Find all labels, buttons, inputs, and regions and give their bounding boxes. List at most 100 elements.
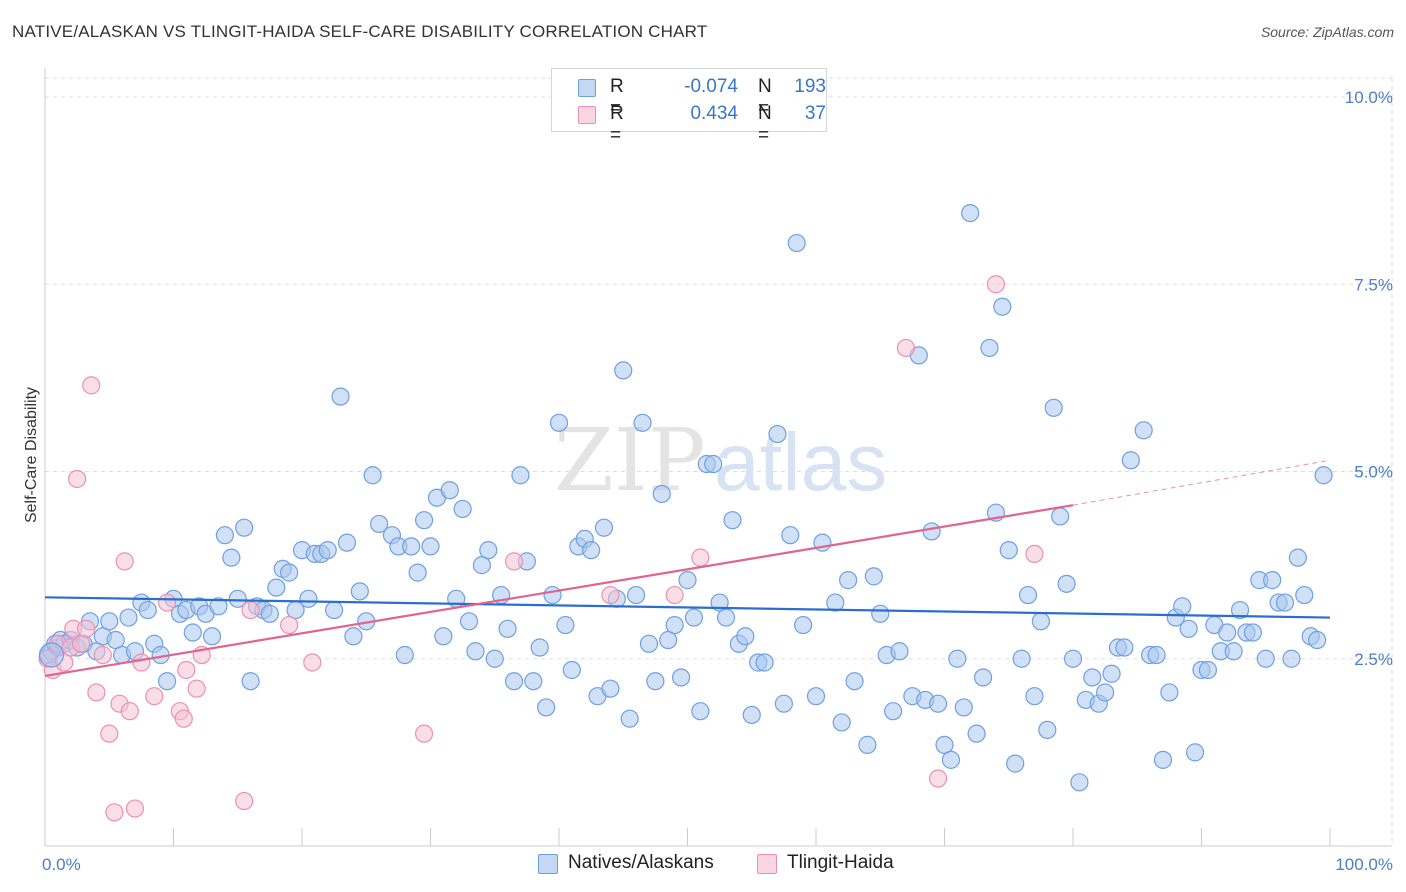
- chart-title: NATIVE/ALASKAN VS TLINGIT-HAIDA SELF-CAR…: [12, 22, 708, 41]
- point-tlingit-haida: [68, 469, 87, 489]
- point-natives-alaskans: [524, 672, 543, 691]
- point-natives-alaskans: [421, 537, 440, 556]
- watermark-zip: ZIP: [554, 411, 706, 511]
- point-tlingit-haida: [115, 552, 134, 571]
- point-tlingit-haida: [120, 702, 139, 721]
- legend-swatch-blue: [578, 79, 596, 97]
- point-natives-alaskans: [704, 454, 723, 474]
- watermark: ZIP atlas: [554, 411, 887, 511]
- point-natives-alaskans: [119, 608, 138, 627]
- point-natives-alaskans: [215, 526, 234, 545]
- point-natives-alaskans: [504, 672, 524, 691]
- point-tlingit-haida: [691, 548, 710, 567]
- point-natives-alaskans: [845, 672, 864, 691]
- point-natives-alaskans: [209, 597, 228, 616]
- point-natives-alaskans: [395, 645, 414, 665]
- point-natives-alaskans: [1121, 451, 1140, 470]
- point-natives-alaskans: [626, 585, 646, 605]
- point-natives-alaskans: [440, 481, 459, 500]
- y-tick-label: 7.5%: [1354, 275, 1393, 294]
- legend-label: Tlingit-Haida: [787, 852, 894, 873]
- point-tlingit-haida: [145, 687, 164, 706]
- point-tlingit-haida: [1025, 544, 1044, 563]
- point-natives-alaskans: [787, 233, 806, 253]
- point-natives-alaskans: [941, 750, 961, 769]
- point-natives-alaskans: [556, 615, 575, 635]
- point-natives-alaskans: [549, 413, 569, 432]
- point-natives-alaskans: [999, 541, 1018, 560]
- point-tlingit-haida: [241, 600, 260, 620]
- point-natives-alaskans: [543, 585, 562, 605]
- point-tlingit-haida: [928, 769, 948, 788]
- point-natives-alaskans: [1031, 612, 1050, 631]
- point-natives-alaskans: [864, 567, 883, 586]
- point-tlingit-haida: [125, 799, 145, 818]
- point-natives-alaskans: [954, 698, 973, 717]
- point-natives-alaskans: [858, 735, 877, 754]
- point-natives-alaskans: [157, 672, 177, 691]
- point-natives-alaskans: [742, 705, 761, 725]
- point-natives-alaskans: [1185, 743, 1205, 762]
- point-tlingit-haida: [132, 653, 151, 672]
- point-tlingit-haida: [601, 585, 620, 605]
- point-natives-alaskans: [1038, 720, 1057, 740]
- point-tlingit-haida: [177, 660, 196, 680]
- point-natives-alaskans: [202, 627, 222, 646]
- point-natives-alaskans: [1057, 574, 1076, 593]
- point-natives-alaskans: [1230, 600, 1250, 620]
- y-tick-label: 5.0%: [1354, 463, 1393, 482]
- point-natives-alaskans: [1218, 623, 1237, 642]
- point-natives-alaskans: [183, 623, 202, 642]
- point-tlingit-haida: [665, 585, 684, 605]
- point-natives-alaskans: [1083, 668, 1102, 687]
- trend-line-tlingit-haida-extension: [1072, 459, 1331, 506]
- point-natives-alaskans: [222, 548, 241, 567]
- point-natives-alaskans: [935, 735, 954, 754]
- data-points: [38, 203, 1333, 822]
- point-natives-alaskans: [671, 668, 691, 687]
- point-tlingit-haida: [157, 593, 177, 612]
- point-natives-alaskans: [1070, 773, 1089, 792]
- point-natives-alaskans: [620, 709, 639, 728]
- point-natives-alaskans: [1115, 638, 1134, 657]
- point-natives-alaskans: [723, 511, 742, 530]
- point-natives-alaskans: [716, 608, 736, 627]
- point-natives-alaskans: [562, 660, 581, 680]
- point-natives-alaskans: [408, 563, 427, 582]
- point-natives-alaskans: [665, 615, 684, 635]
- legend-r-value: -0.074: [684, 76, 738, 97]
- point-natives-alaskans: [594, 518, 614, 537]
- point-natives-alaskans: [768, 424, 787, 444]
- x-tick-label-min: 0.0%: [42, 855, 81, 874]
- point-natives-alaskans: [1198, 660, 1218, 680]
- legend-swatch-pink: [757, 854, 777, 874]
- point-natives-alaskans: [871, 604, 890, 623]
- legend-r-value: 0.434: [690, 103, 738, 124]
- point-natives-alaskans: [228, 589, 247, 608]
- point-natives-alaskans: [453, 499, 472, 519]
- point-natives-alaskans: [530, 638, 549, 657]
- point-natives-alaskans: [280, 563, 299, 582]
- point-natives-alaskans: [498, 619, 517, 638]
- point-tlingit-haida: [82, 376, 101, 395]
- point-natives-alaskans: [646, 672, 665, 691]
- point-tlingit-haida: [504, 552, 524, 571]
- point-natives-alaskans: [472, 556, 491, 575]
- legend-r-label: R =: [610, 76, 624, 119]
- point-natives-alaskans: [1096, 683, 1115, 702]
- y-tick-label: 10.0%: [1345, 88, 1393, 107]
- point-natives-alaskans: [325, 600, 344, 620]
- point-natives-alaskans: [1173, 597, 1192, 616]
- point-natives-alaskans: [806, 687, 826, 706]
- point-natives-alaskans: [235, 518, 254, 537]
- point-natives-alaskans: [318, 541, 337, 560]
- point-natives-alaskans: [370, 514, 389, 534]
- point-natives-alaskans: [344, 627, 363, 646]
- point-natives-alaskans: [1102, 664, 1121, 683]
- point-natives-alaskans: [260, 604, 279, 623]
- point-natives-alaskans: [106, 630, 125, 650]
- point-natives-alaskans: [100, 612, 119, 631]
- point-natives-alaskans: [794, 615, 813, 635]
- point-natives-alaskans: [614, 361, 633, 380]
